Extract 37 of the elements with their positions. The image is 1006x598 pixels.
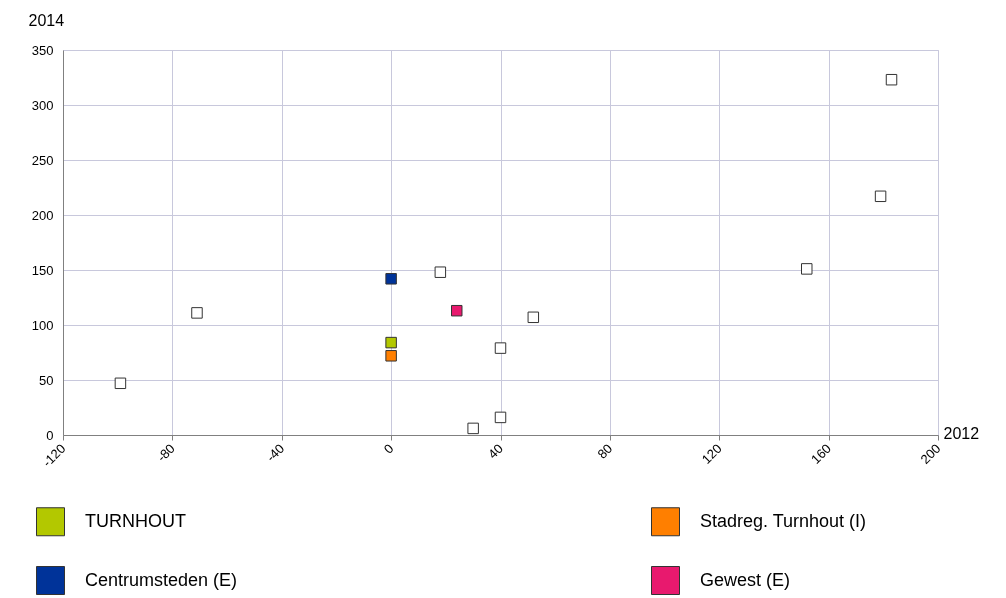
point: [385, 273, 397, 285]
legend-label: Gewest (E): [700, 569, 791, 590]
point: [494, 411, 507, 424]
x-tick-label: 0: [380, 440, 397, 457]
point: [467, 422, 479, 435]
x-tick-label: -40: [263, 440, 288, 465]
y-tick-label: 150: [31, 262, 54, 278]
point: [874, 190, 887, 203]
x-tick-label: -80: [153, 440, 178, 465]
y-axis-title: 2014: [28, 11, 65, 29]
y-tick-label: 250: [31, 152, 54, 168]
legend-label: Stadreg. Turnhout (I): [700, 510, 867, 531]
point: [385, 350, 397, 362]
x-tick-label: 160: [808, 440, 835, 467]
y-tick-label: 300: [31, 97, 54, 113]
x-tick-label: 200: [917, 440, 944, 467]
point: [494, 342, 507, 354]
point: [801, 263, 813, 275]
x-tick-label: 40: [485, 440, 506, 462]
y-tick-label: 350: [31, 42, 54, 58]
point: [527, 311, 540, 324]
y-tick-label: 0: [46, 427, 54, 443]
point: [385, 336, 397, 349]
x-tick-label: 120: [698, 440, 725, 467]
point: [885, 73, 898, 86]
point: [434, 266, 447, 278]
x-tick-label: 80: [594, 440, 616, 462]
point: [451, 304, 463, 317]
x-axis-title: 2012: [943, 424, 980, 442]
legend-label: TURNHOUT: [85, 510, 186, 531]
y-tick-label: 200: [31, 207, 54, 223]
point: [114, 377, 127, 390]
y-tick-label: 100: [31, 317, 54, 333]
legend-label: Centrumsteden (E): [85, 569, 238, 590]
y-tick-label: 50: [39, 372, 54, 388]
x-tick-label: -120: [39, 440, 69, 470]
point: [191, 307, 203, 319]
